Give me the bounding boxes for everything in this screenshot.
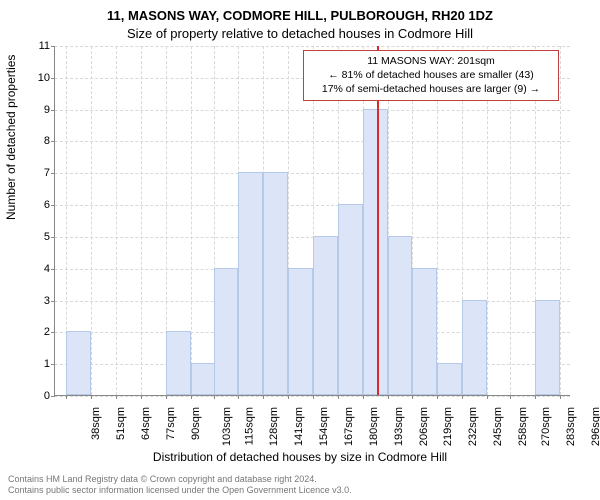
gridline-v xyxy=(191,46,192,395)
y-tick-label: 3 xyxy=(10,295,50,307)
annotation-line1: 11 MASONS WAY: 201sqm xyxy=(310,54,552,68)
x-tick-mark xyxy=(412,395,413,399)
x-tick-mark xyxy=(437,395,438,399)
x-tick-label: 219sqm xyxy=(443,407,455,446)
x-tick-mark xyxy=(338,395,339,399)
annotation-line2: ← 81% of detached houses are smaller (43… xyxy=(310,68,552,82)
x-tick-mark xyxy=(141,395,142,399)
y-tick-mark xyxy=(51,237,55,238)
x-tick-label: 154sqm xyxy=(318,407,330,446)
y-tick-label: 8 xyxy=(10,135,50,147)
chart-title-line1: 11, MASONS WAY, CODMORE HILL, PULBOROUGH… xyxy=(0,8,600,23)
y-tick-label: 0 xyxy=(10,390,50,402)
x-tick-mark xyxy=(462,395,463,399)
footer-attribution: Contains HM Land Registry data © Crown c… xyxy=(8,474,352,497)
x-tick-label: 193sqm xyxy=(393,407,405,446)
x-tick-mark xyxy=(66,395,67,399)
histogram-bar xyxy=(288,268,313,395)
histogram-bar xyxy=(214,268,239,395)
histogram-bar xyxy=(363,109,388,395)
y-tick-mark xyxy=(51,269,55,270)
x-tick-mark xyxy=(487,395,488,399)
y-tick-label: 1 xyxy=(10,358,50,370)
y-tick-mark xyxy=(51,396,55,397)
y-tick-label: 6 xyxy=(10,199,50,211)
gridline-v xyxy=(560,46,561,395)
chart-title-line2: Size of property relative to detached ho… xyxy=(0,26,600,41)
histogram-bar xyxy=(238,172,263,395)
x-tick-mark xyxy=(91,395,92,399)
gridline-v xyxy=(116,46,117,395)
histogram-chart: 11, MASONS WAY, CODMORE HILL, PULBOROUGH… xyxy=(0,0,600,500)
y-tick-mark xyxy=(51,110,55,111)
x-tick-mark xyxy=(238,395,239,399)
histogram-bar xyxy=(313,236,338,395)
x-tick-label: 167sqm xyxy=(343,407,355,446)
x-tick-label: 64sqm xyxy=(140,407,152,440)
x-tick-label: 245sqm xyxy=(492,407,504,446)
x-tick-label: 180sqm xyxy=(368,407,380,446)
histogram-bar xyxy=(66,331,91,395)
histogram-bar xyxy=(535,300,560,395)
y-tick-mark xyxy=(51,364,55,365)
x-tick-mark xyxy=(214,395,215,399)
footer-line1: Contains HM Land Registry data © Crown c… xyxy=(8,474,352,485)
x-tick-mark xyxy=(560,395,561,399)
x-tick-label: 296sqm xyxy=(590,407,600,446)
x-tick-label: 115sqm xyxy=(243,407,255,445)
x-tick-label: 283sqm xyxy=(565,407,577,446)
x-tick-label: 90sqm xyxy=(190,407,202,440)
histogram-bar xyxy=(191,363,216,395)
histogram-bar xyxy=(263,172,288,395)
histogram-bar xyxy=(412,268,437,395)
x-tick-label: 258sqm xyxy=(517,407,529,446)
x-tick-mark xyxy=(388,395,389,399)
x-tick-label: 128sqm xyxy=(269,407,281,446)
histogram-bar xyxy=(388,236,413,395)
y-tick-mark xyxy=(51,141,55,142)
x-tick-label: 141sqm xyxy=(293,407,305,446)
gridline-v xyxy=(91,46,92,395)
histogram-bar xyxy=(462,300,487,395)
y-tick-mark xyxy=(51,301,55,302)
x-tick-label: 270sqm xyxy=(540,407,552,446)
x-tick-mark xyxy=(535,395,536,399)
histogram-bar xyxy=(437,363,462,395)
x-tick-mark xyxy=(313,395,314,399)
x-tick-mark xyxy=(510,395,511,399)
y-tick-label: 4 xyxy=(10,263,50,275)
x-tick-mark xyxy=(166,395,167,399)
x-tick-label: 38sqm xyxy=(90,407,102,440)
histogram-bar xyxy=(338,204,363,395)
y-tick-mark xyxy=(51,332,55,333)
footer-line2: Contains public sector information licen… xyxy=(8,485,352,496)
x-tick-mark xyxy=(116,395,117,399)
x-tick-label: 51sqm xyxy=(115,407,127,440)
y-tick-label: 2 xyxy=(10,326,50,338)
y-tick-mark xyxy=(51,46,55,47)
x-axis-label: Distribution of detached houses by size … xyxy=(0,450,600,464)
plot-area: 38sqm51sqm64sqm77sqm90sqm103sqm115sqm128… xyxy=(54,46,570,396)
y-tick-label: 10 xyxy=(10,72,50,84)
annotation-line3: 17% of semi-detached houses are larger (… xyxy=(310,82,552,96)
x-tick-label: 103sqm xyxy=(221,407,233,446)
x-tick-label: 77sqm xyxy=(165,407,177,440)
y-tick-mark xyxy=(51,205,55,206)
x-tick-mark xyxy=(288,395,289,399)
annotation-box: 11 MASONS WAY: 201sqm ← 81% of detached … xyxy=(303,50,559,101)
y-tick-mark xyxy=(51,173,55,174)
x-tick-label: 232sqm xyxy=(467,407,479,446)
y-tick-mark xyxy=(51,78,55,79)
histogram-bar xyxy=(166,331,191,395)
y-tick-label: 11 xyxy=(10,40,50,52)
y-tick-label: 5 xyxy=(10,231,50,243)
x-tick-label: 206sqm xyxy=(418,407,430,446)
y-tick-label: 9 xyxy=(10,104,50,116)
y-tick-label: 7 xyxy=(10,167,50,179)
gridline-v xyxy=(141,46,142,395)
x-tick-mark xyxy=(263,395,264,399)
x-tick-mark xyxy=(363,395,364,399)
x-tick-mark xyxy=(191,395,192,399)
